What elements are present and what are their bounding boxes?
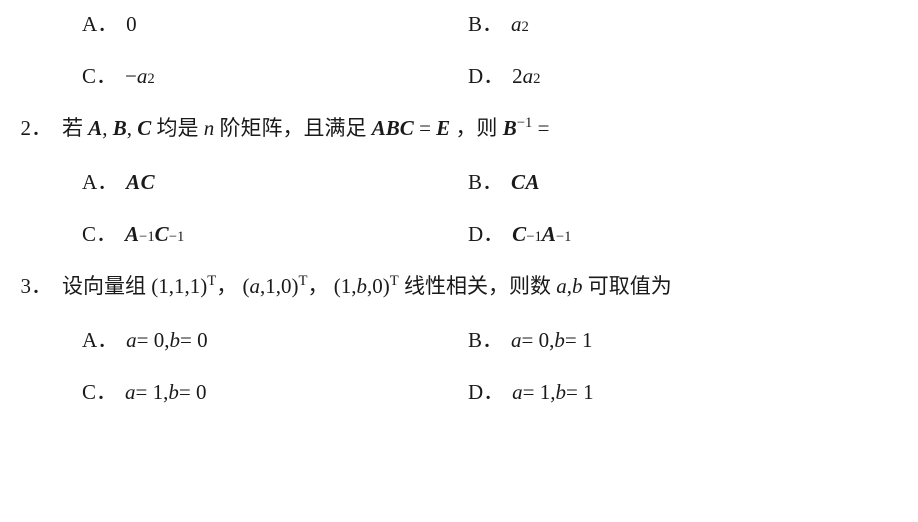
text: 阶矩阵，且满足 — [214, 116, 372, 140]
exam-page: A． 0 B． a2 C． −a2 D． 2a2 2． 若 A, B, C 均是… — [0, 0, 918, 406]
q2-option-C: C． A−1C−1 — [82, 218, 468, 248]
option-label: B． — [468, 324, 503, 354]
option-label: A． — [82, 166, 118, 196]
q3-option-B: B． a = 0, b = 1 — [468, 324, 592, 354]
q2-option-D: D． C−1A−1 — [468, 218, 571, 248]
matrix-E: E — [436, 116, 450, 140]
q2-option-row-2: C． A−1C−1 D． C−1A−1 — [0, 218, 918, 248]
comma: , — [102, 116, 113, 140]
option-label: C． — [82, 218, 117, 248]
variable-b: b — [356, 274, 367, 298]
q1-option-C: C． −a2 — [82, 60, 468, 90]
question-number: 2． — [18, 112, 52, 142]
minus-sign: − — [125, 64, 137, 89]
q2-option-A: A． AC — [82, 166, 468, 196]
exponent: −1 — [517, 115, 533, 131]
comma: , — [127, 116, 138, 140]
text: 若 — [62, 116, 83, 140]
comma: ， — [307, 274, 328, 298]
comma: ， — [216, 274, 237, 298]
variable-a: a — [125, 380, 136, 405]
eqpart: = 1 — [566, 380, 594, 405]
option-value: 0 — [126, 12, 137, 37]
variable-b: b — [554, 328, 565, 353]
option-expr: AC — [126, 170, 155, 195]
q1-option-A: A． 0 — [82, 8, 468, 38]
vector-1: (1,1,1) — [151, 274, 207, 298]
transpose: T — [207, 273, 216, 289]
eqpart: = 1, — [523, 380, 556, 405]
option-label: D． — [468, 218, 504, 248]
variable-b: b — [556, 380, 567, 405]
variable-a: a — [137, 64, 148, 89]
eqpart: = 1, — [136, 380, 169, 405]
text: ，则 — [455, 116, 502, 140]
text: 可取值为 — [588, 274, 672, 298]
eqpart: = 0, — [137, 328, 170, 353]
variable-a: a — [511, 328, 522, 353]
question-number: 3． — [18, 270, 52, 300]
q3-stem: 3． 设向量组 (1,1,1)T， (a,1,0)T， (1,b,0)T 线性相… — [0, 270, 918, 300]
option-label: C． — [82, 60, 117, 90]
transpose: T — [390, 273, 399, 289]
option-label: D． — [468, 60, 504, 90]
eqpart: = 0 — [180, 328, 208, 353]
question-text: 设向量组 (1,1,1)T， (a,1,0)T， (1,b,0)T 线性相关，则… — [62, 270, 672, 300]
option-label: B． — [468, 166, 503, 196]
q2-stem: 2． 若 A, B, C 均是 n 阶矩阵，且满足 ABC = E ，则 B−1… — [0, 112, 918, 142]
q3-option-C: C． a = 1, b = 0 — [82, 376, 468, 406]
text: 设向量组 — [62, 274, 146, 298]
option-expr: CA — [511, 170, 540, 195]
vector-3-rest: ,0) — [367, 274, 390, 298]
q1-option-row-2: C． −a2 D． 2a2 — [0, 60, 918, 90]
q3-option-row-1: A． a = 0, b = 0 B． a = 0, b = 1 — [0, 324, 918, 354]
matrix-C: C — [137, 116, 151, 140]
q1-option-D: D． 2a2 — [468, 60, 541, 90]
coefficient: 2 — [512, 64, 523, 89]
matrix-C: C — [512, 222, 526, 247]
variable-b: b — [170, 328, 181, 353]
option-label: D． — [468, 376, 504, 406]
text: 均是 — [157, 116, 204, 140]
equals: = — [414, 116, 436, 140]
vector-2-rest: ,1,0) — [260, 274, 299, 298]
matrix-A: A — [88, 116, 102, 140]
q3-option-A: A． a = 0, b = 0 — [82, 324, 468, 354]
expr-ABC: ABC — [372, 116, 414, 140]
variable-b: b — [572, 274, 583, 298]
variable-a: a — [512, 380, 523, 405]
matrix-B: B — [503, 116, 517, 140]
text: 线性相关，则数 — [404, 274, 551, 298]
vector-3-left: (1, — [334, 274, 357, 298]
matrix-C: C — [155, 222, 169, 247]
eqpart: = 0 — [179, 380, 207, 405]
equals-trailing: = — [532, 116, 549, 140]
variable-a: a — [126, 328, 137, 353]
q1-option-B: B． a2 — [468, 8, 529, 38]
option-label: B． — [468, 8, 503, 38]
variable-a: a — [556, 274, 567, 298]
variable-a: a — [249, 274, 260, 298]
option-label: A． — [82, 324, 118, 354]
variable-b: b — [168, 380, 179, 405]
matrix-A: A — [125, 222, 139, 247]
eqpart: = 0, — [522, 328, 555, 353]
matrix-A: A — [542, 222, 556, 247]
matrix-B: B — [113, 116, 127, 140]
variable-n: n — [204, 116, 215, 140]
q3-option-D: D． a = 1, b = 1 — [468, 376, 594, 406]
q2-option-B: B． CA — [468, 166, 540, 196]
question-text: 若 A, B, C 均是 n 阶矩阵，且满足 ABC = E ，则 B−1 = — [62, 112, 549, 142]
q2-option-row-1: A． AC B． CA — [0, 166, 918, 196]
option-label: C． — [82, 376, 117, 406]
variable-a: a — [523, 64, 534, 89]
eqpart: = 1 — [565, 328, 593, 353]
q1-option-row-1: A． 0 B． a2 — [0, 8, 918, 38]
q3-option-row-2: C． a = 1, b = 0 D． a = 1, b = 1 — [0, 376, 918, 406]
variable-a: a — [511, 12, 522, 37]
option-label: A． — [82, 8, 118, 38]
